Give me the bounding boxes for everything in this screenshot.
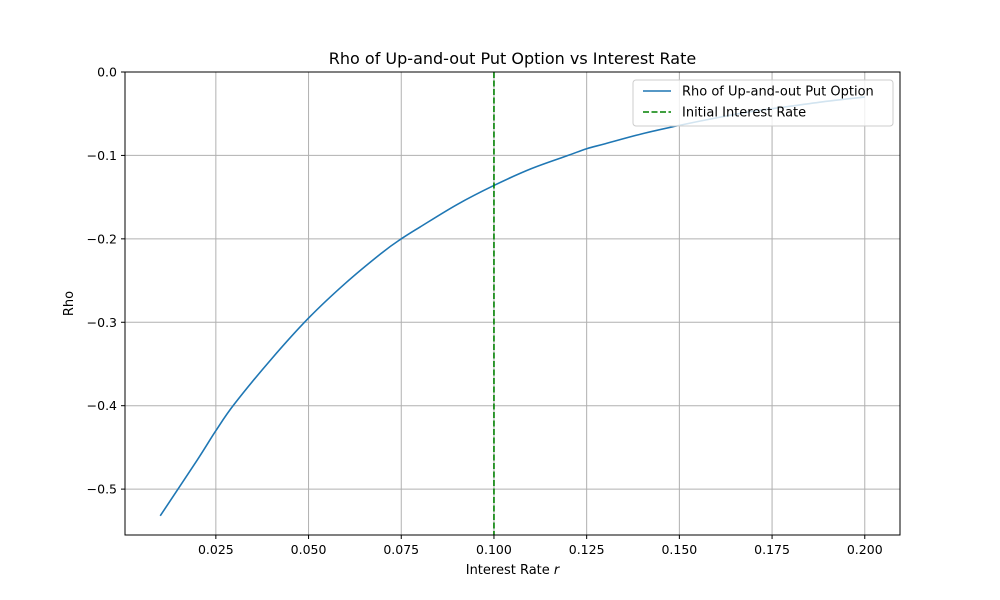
x-tick-label: 0.175: [754, 542, 790, 557]
legend-label-rho: Rho of Up-and-out Put Option: [682, 85, 874, 100]
chart-title: Rho of Up-and-out Put Option vs Interest…: [329, 49, 696, 68]
x-tick-label: 0.100: [476, 542, 512, 557]
y-tick-label: −0.5: [87, 482, 117, 497]
x-tick-label: 0.200: [847, 542, 883, 557]
legend-label-initial-rate: Initial Interest Rate: [682, 106, 806, 121]
x-axis-label-text: Interest Rate: [466, 563, 554, 578]
grid-layer: [125, 71, 900, 535]
tick-layer: 0.025 0.050 0.075 0.100 0.125 0.150 0.175 0.200…: [87, 65, 883, 558]
legend: Rho of Up-and-out Put Option Initial Int…: [632, 79, 894, 127]
y-tick-label: 0.0: [97, 65, 117, 80]
x-tick-label: 0.125: [569, 542, 605, 557]
legend-box: [632, 79, 894, 127]
plot-frame: [124, 71, 901, 536]
x-tick-label: 0.150: [661, 542, 697, 557]
y-tick-label: −0.1: [87, 148, 117, 163]
x-tick-label: 0.075: [383, 542, 419, 557]
x-axis-label: Interest Rate r: [466, 563, 561, 578]
y-tick-label: −0.4: [87, 398, 117, 413]
x-axis-label-variable: r: [554, 563, 561, 578]
series-line-rho: [159, 96, 865, 517]
y-axis-label: Rho: [62, 291, 77, 316]
y-tick-label: −0.3: [87, 315, 117, 330]
series-layer: [159, 72, 865, 535]
x-tick-label: 0.025: [198, 542, 234, 557]
y-tick-label: −0.2: [87, 231, 117, 246]
x-tick-label: 0.050: [291, 542, 327, 557]
